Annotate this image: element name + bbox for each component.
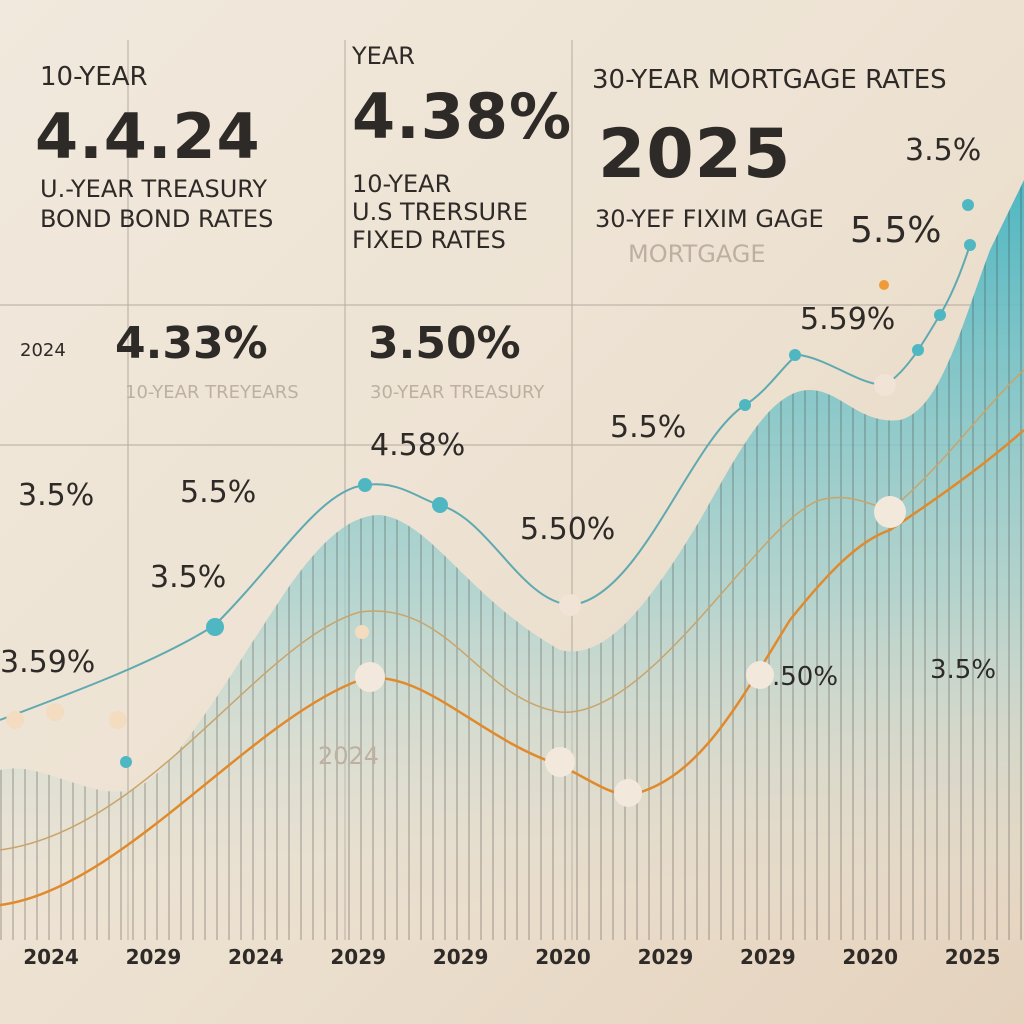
callout: .50%: [772, 662, 839, 692]
panel-caption: BOND BOND RATES: [40, 205, 274, 233]
x-tick-label: 2029: [432, 945, 489, 969]
callout: 3.5%: [930, 655, 997, 685]
panel-value: 4.38%: [352, 80, 573, 153]
row-caption: 30-YEAR TREASURY: [370, 382, 545, 403]
panel-kicker: YEAR: [352, 42, 415, 70]
row-value: 4.33%: [115, 318, 268, 369]
x-tick-label: 2020: [535, 945, 591, 969]
x-tick-label: 2029: [740, 945, 796, 969]
panel-caption: U.S TRERSURE: [352, 198, 528, 226]
x-tick-label: 2029: [125, 945, 182, 969]
x-tick-label: 2025: [944, 945, 1001, 969]
callout: 3.5%: [905, 133, 982, 168]
x-tick-label: 2029: [637, 945, 694, 969]
row-value: 3.50%: [368, 318, 521, 369]
callout: 5.50%: [520, 512, 616, 547]
x-tick-label: 2020: [842, 945, 899, 969]
panel-value: 4.4.24: [35, 100, 261, 173]
callout: 3.5%: [18, 478, 95, 513]
callout: 5.59%: [800, 302, 896, 337]
panel-kicker: 30-YEAR MORTGAGE RATES: [592, 65, 947, 95]
row-caption: 10-YEAR TREYEARS: [125, 382, 299, 403]
panel-kicker: 10-YEAR: [40, 62, 148, 92]
panel-caption: U.-YEAR TREASURY: [40, 175, 268, 203]
panel-caption: 30-YEF FIXIM GAGE: [595, 205, 824, 233]
x-tick-label: 2024: [23, 945, 79, 969]
wave-stripes: [0, 180, 1024, 940]
callout: 2024: [318, 742, 380, 770]
callout: 3.5%: [150, 560, 227, 595]
panel-caption: MORTGAGE: [628, 240, 766, 268]
panel-value: 2025: [598, 115, 792, 194]
callout: 5.5%: [610, 410, 687, 445]
callout: 5.5%: [850, 210, 942, 251]
panel-caption: 10-YEAR: [352, 170, 452, 198]
row-year: 2024: [20, 340, 66, 361]
panel-caption: FIXED RATES: [352, 226, 506, 254]
callout: 3.59%: [0, 645, 96, 680]
x-tick-label: 2024: [228, 945, 284, 969]
x-tick-label: 2029: [330, 945, 387, 969]
markers: [6, 199, 976, 807]
callout: 5.5%: [180, 475, 257, 510]
callout: 4.58%: [370, 428, 466, 463]
